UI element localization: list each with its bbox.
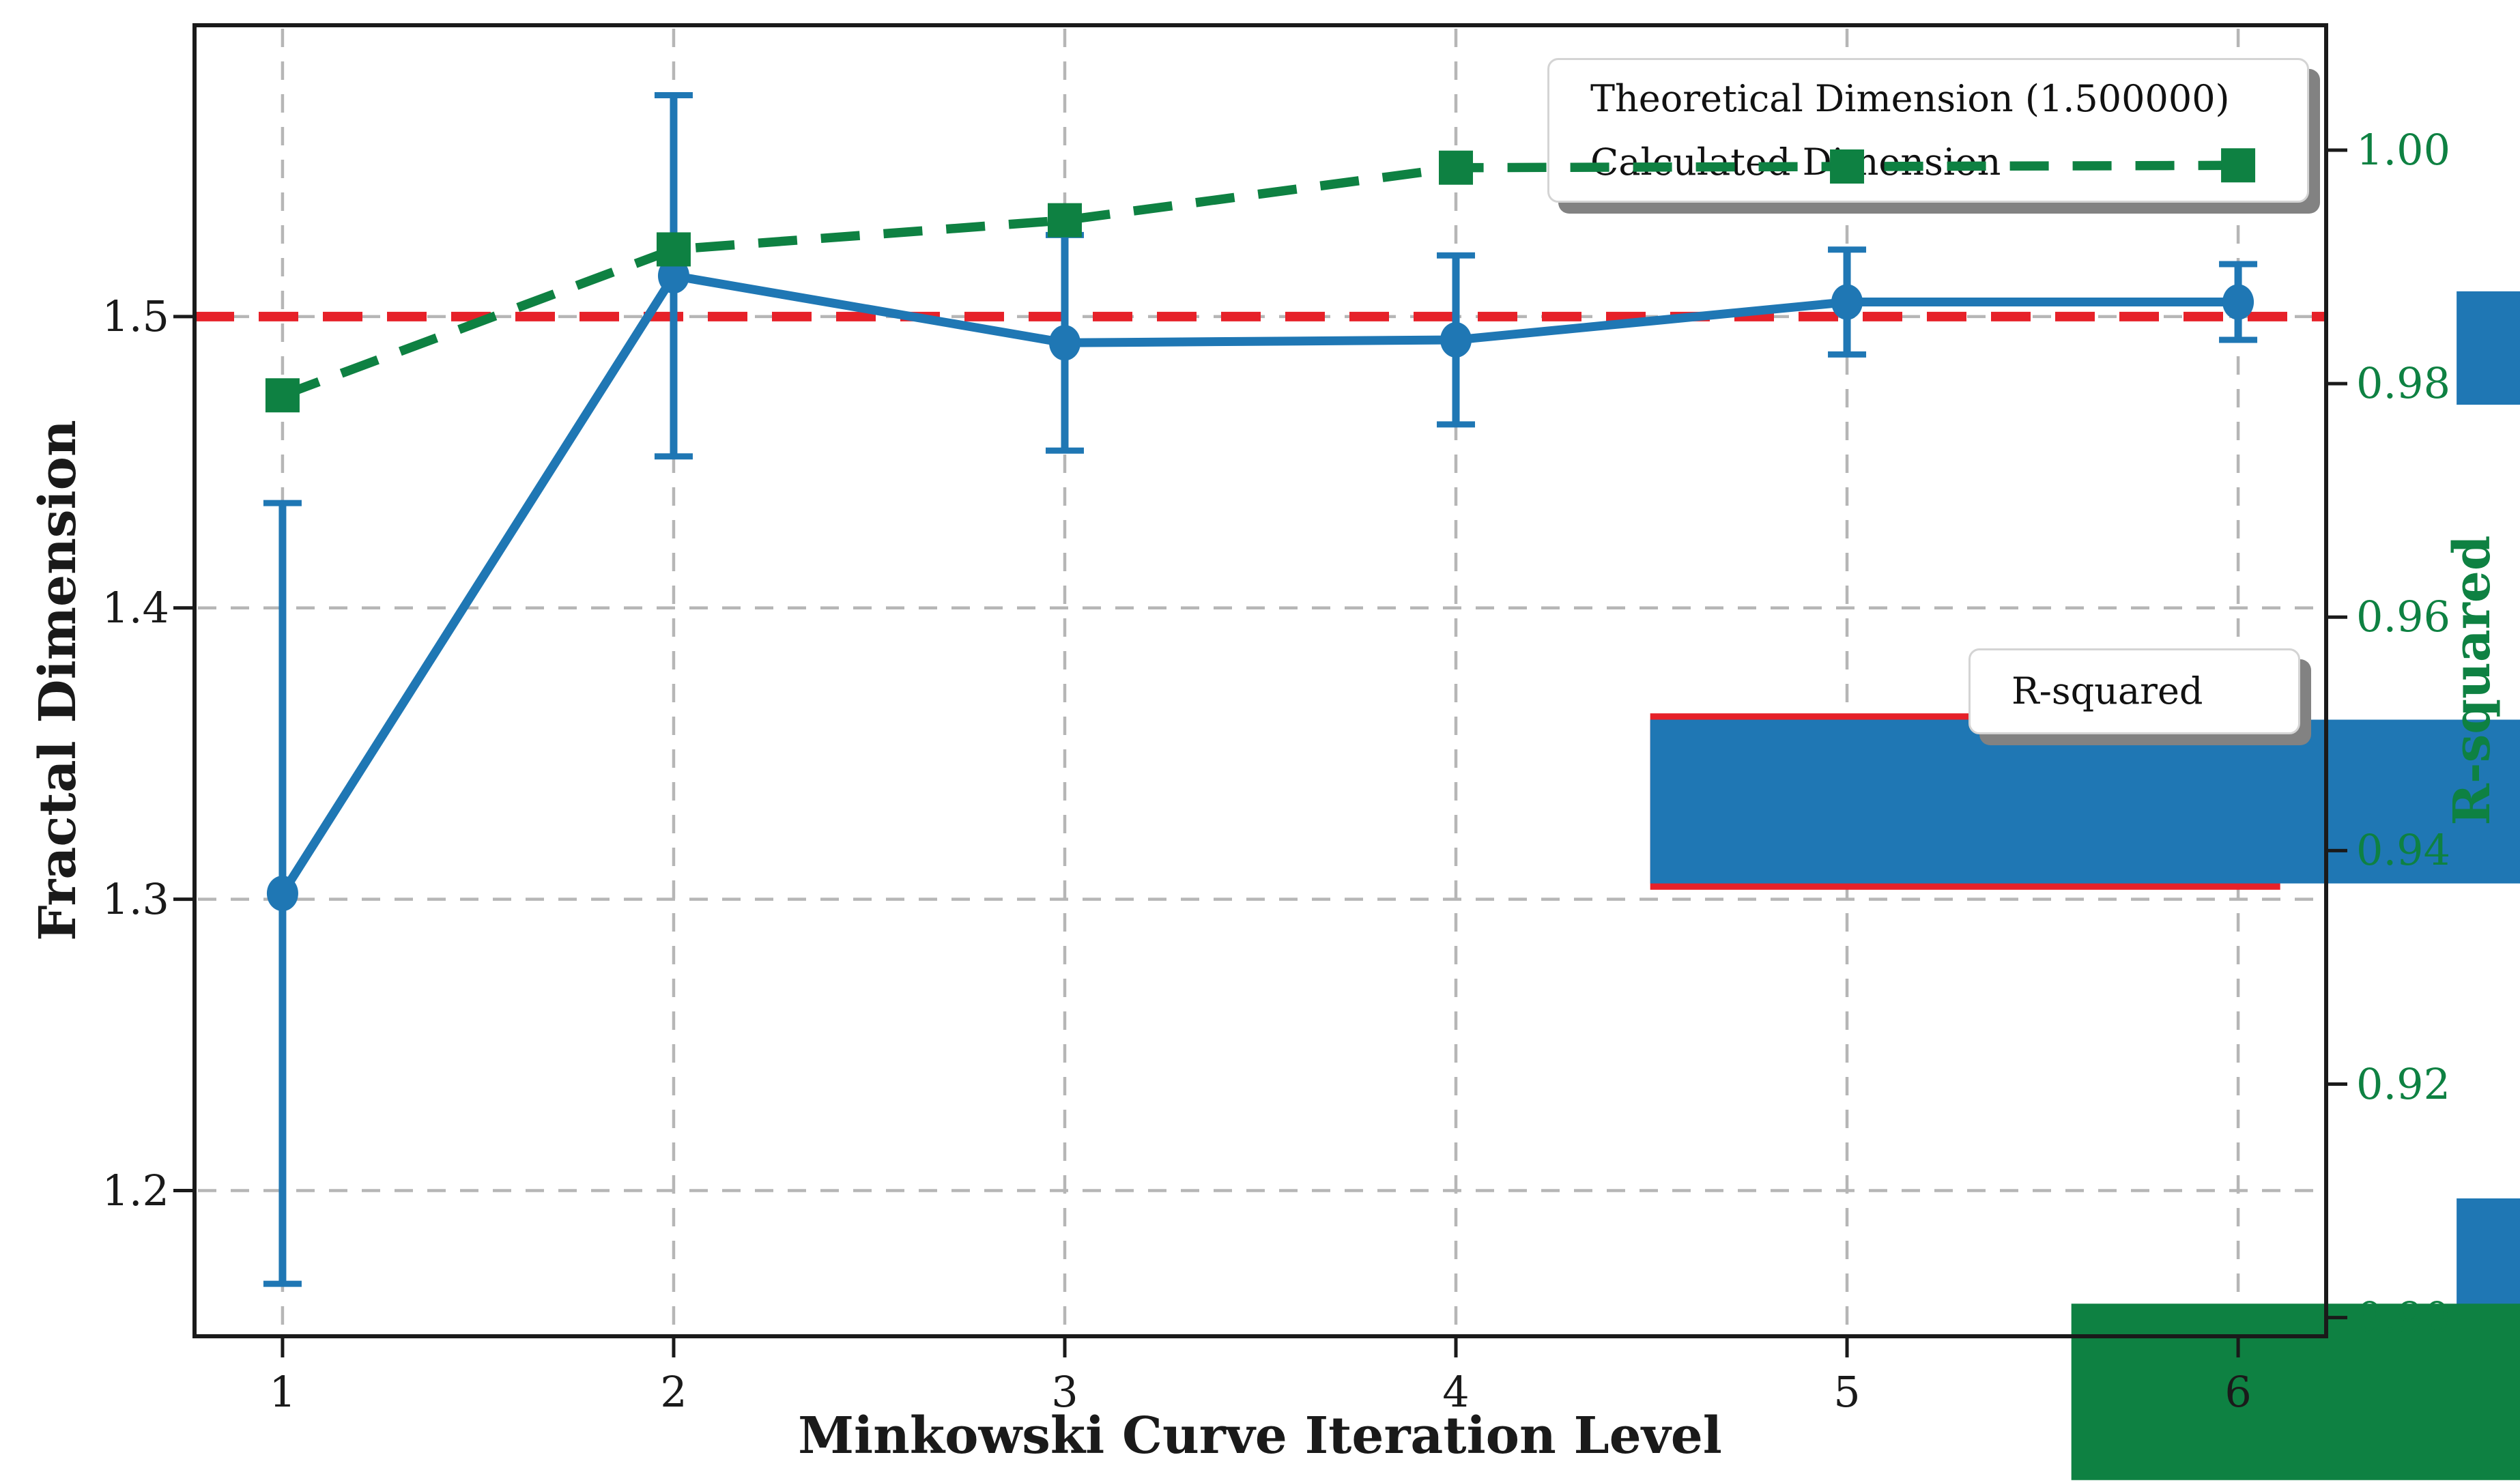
- green-dashed-square-icon: [2071, 1304, 2520, 1480]
- legend-item-r-squared: R-squared: [1986, 660, 2520, 1480]
- legend-r-squared: R-squared: [1968, 648, 2520, 1480]
- r-squared-point: [1047, 203, 1082, 237]
- legend-label-calculated: Calculated Dimension: [1590, 140, 2001, 184]
- r-squared-point: [2221, 148, 2256, 183]
- calculated-dimension-point: [657, 258, 689, 294]
- plot-border: [192, 23, 2328, 1338]
- calculated-dimension-point: [2222, 284, 2254, 320]
- calculated-dimension-point: [1048, 325, 1080, 361]
- r-squared-point: [1439, 150, 1474, 185]
- legend-label-r-squared: R-squared: [2011, 669, 2203, 712]
- r-squared-point: [1830, 149, 1865, 184]
- calculated-dimension-point: [1831, 284, 1863, 320]
- r-squared-point: [656, 232, 691, 267]
- blue-errorbar-marker-icon: [1650, 291, 2520, 1312]
- r-squared-line: [281, 160, 2239, 400]
- legend-item-calculated: Calculated Dimension: [1564, 131, 2520, 1312]
- calculated-dimension-line: [278, 271, 2243, 898]
- legend-label-theoretical: Theoretical Dimension (1.500000): [1590, 76, 2230, 120]
- calculated-dimension-point: [266, 876, 298, 912]
- r-squared-point: [265, 378, 300, 413]
- calculated-dimension-point: [1440, 322, 1472, 358]
- legend-main: Theoretical Dimension (1.500000) Calcula…: [1547, 58, 2520, 1312]
